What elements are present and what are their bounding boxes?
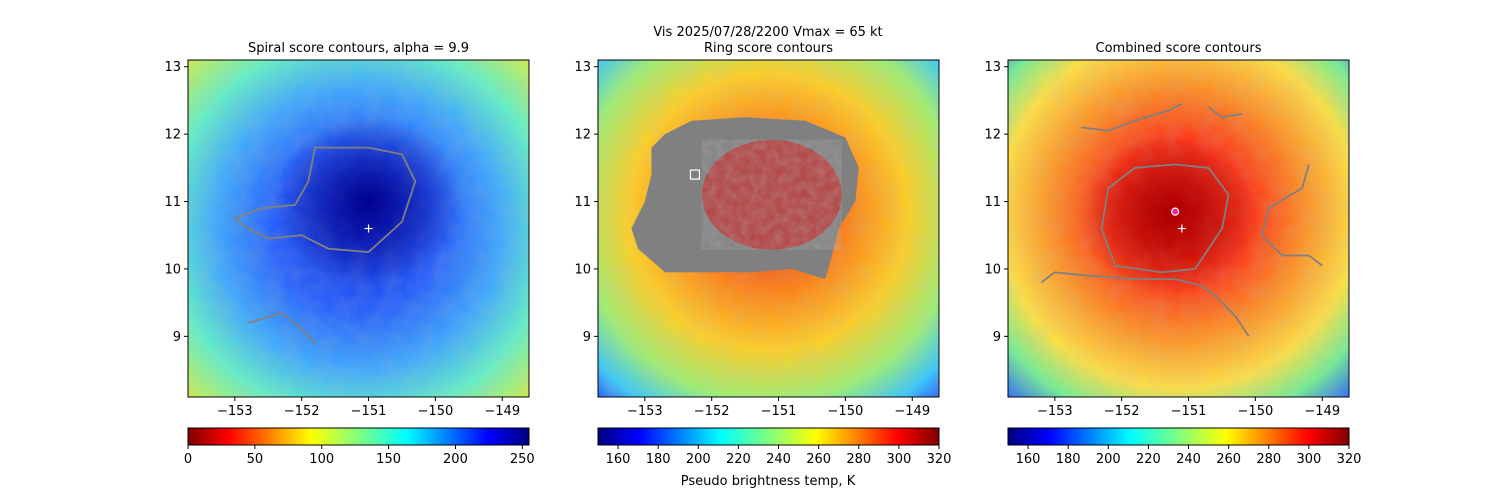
y-tick-label: 11 xyxy=(164,195,181,210)
colorbar-tick-label: 280 xyxy=(846,452,871,467)
contour-line xyxy=(1261,164,1323,267)
y-tick-label: 11 xyxy=(574,195,591,210)
circle-marker xyxy=(1171,207,1180,216)
x-tick-label: −150 xyxy=(418,404,454,419)
panel-1: Spiral score contours, alpha = 9.9 −153 −1… xyxy=(164,41,534,467)
panel-2: Ring score contours −153 −152 −151 −150 −149 9… xyxy=(574,41,951,467)
y-tick-label: 12 xyxy=(574,128,591,143)
y-tick-label: 10 xyxy=(164,262,181,277)
image-field xyxy=(188,60,529,397)
y-tick-label: 10 xyxy=(984,262,1001,277)
x-tick-label: −153 xyxy=(217,404,253,419)
x-tick-label: −149 xyxy=(1304,404,1340,419)
axes-frame xyxy=(187,59,530,398)
colorbar-tick-label: 300 xyxy=(1296,452,1321,467)
x-tick-label: −151 xyxy=(351,404,387,419)
colorbar-tick-label: 200 xyxy=(1096,452,1121,467)
contour-line xyxy=(1100,163,1230,274)
panel-title: Spiral score contours, alpha = 9.9 xyxy=(248,41,469,56)
colorbar: 160 180 200 220 240 260 280 300 320 xyxy=(1007,427,1362,467)
colorbar-tick-label: 160 xyxy=(606,452,631,467)
y-tick-label: 9 xyxy=(583,330,591,345)
colorbar-tick-label: 0 xyxy=(184,452,192,467)
panel-title: Ring score contours xyxy=(704,41,833,56)
axes-frame xyxy=(1007,59,1350,398)
colorbar: 160 180 200 220 240 260 280 300 320 xyxy=(597,427,952,467)
colorbar-tick-label: 240 xyxy=(766,452,791,467)
image-field xyxy=(598,60,939,397)
contour-line xyxy=(1208,106,1243,119)
center-marker xyxy=(1177,224,1186,233)
x-tick-label: −152 xyxy=(694,404,730,419)
contour-line xyxy=(232,146,417,254)
colorbar-tick-label: 50 xyxy=(247,452,264,467)
y-tick-label: 13 xyxy=(574,60,591,75)
colorbar-tick-label: 240 xyxy=(1176,452,1201,467)
image-field xyxy=(1008,60,1349,397)
colorbar-tick-label: 100 xyxy=(309,452,334,467)
colorbar: 0 50 100 150 200 250 xyxy=(184,427,535,467)
y-tick-label: 13 xyxy=(984,60,1001,75)
x-tick-label: −152 xyxy=(284,404,320,419)
contour-line xyxy=(1081,102,1183,132)
colorbar-tick-label: 160 xyxy=(1016,452,1041,467)
x-tick-label: −150 xyxy=(828,404,864,419)
colorbar-tick-label: 300 xyxy=(886,452,911,467)
colorbar-tick-label: 220 xyxy=(726,452,751,467)
contour-line xyxy=(247,311,316,344)
square-marker xyxy=(689,169,701,180)
y-tick-label: 10 xyxy=(574,262,591,277)
x-tick-label: −153 xyxy=(627,404,663,419)
colorbar-tick-label: 320 xyxy=(927,452,952,467)
x-tick-label: −152 xyxy=(1104,404,1140,419)
colorbar-tick-label: 220 xyxy=(1136,452,1161,467)
y-tick-label: 12 xyxy=(984,128,1001,143)
x-tick-label: −151 xyxy=(761,404,797,419)
contour-line xyxy=(1040,271,1250,337)
y-tick-label: 13 xyxy=(164,60,181,75)
colorbar-tick-label: 260 xyxy=(806,452,831,467)
y-tick-label: 11 xyxy=(984,195,1001,210)
colorbar-label: Pseudo brightness temp, K xyxy=(681,474,856,489)
colorbar-tick-label: 200 xyxy=(443,452,468,467)
y-tick-label: 9 xyxy=(993,330,1001,345)
x-tick-label: −151 xyxy=(1171,404,1207,419)
panel-3: Combined score contours −153 −152 −151 −150 −… xyxy=(984,41,1361,467)
colorbar-tick-label: 250 xyxy=(510,452,535,467)
center-marker xyxy=(364,224,373,233)
y-tick-label: 9 xyxy=(173,330,181,345)
colorbar-tick-label: 150 xyxy=(376,452,401,467)
suptitle: Vis 2025/07/28/2200 Vmax = 65 kt xyxy=(653,25,882,40)
colorbar-tick-label: 260 xyxy=(1216,452,1241,467)
y-tick-label: 12 xyxy=(164,128,181,143)
panel-title: Combined score contours xyxy=(1096,41,1262,56)
colorbar-tick-label: 200 xyxy=(686,452,711,467)
x-tick-label: −153 xyxy=(1037,404,1073,419)
colorbar-tick-label: 180 xyxy=(646,452,671,467)
x-tick-label: −150 xyxy=(1238,404,1274,419)
x-tick-label: −149 xyxy=(484,404,520,419)
colorbar-tick-label: 280 xyxy=(1256,452,1281,467)
colorbar-tick-label: 180 xyxy=(1056,452,1081,467)
axes-frame xyxy=(597,59,940,398)
colorbar-tick-label: 320 xyxy=(1337,452,1362,467)
x-tick-label: −149 xyxy=(894,404,930,419)
